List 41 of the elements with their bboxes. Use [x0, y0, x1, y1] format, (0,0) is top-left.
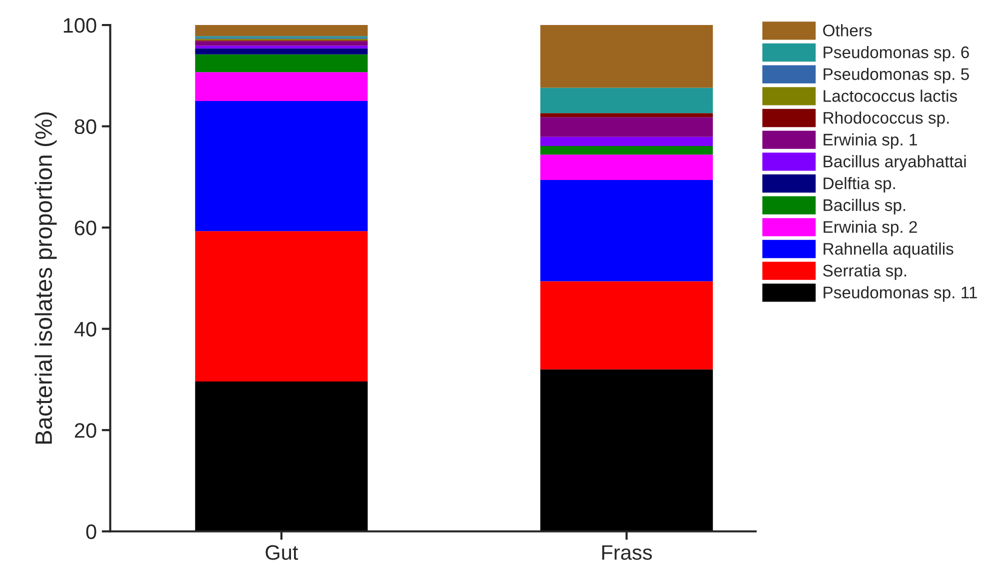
bar — [195, 41, 368, 46]
legend-label: Erwinia sp. 1 — [824, 133, 917, 149]
y-axis-title: Bacterial isolates proportion (%) — [34, 112, 57, 444]
y-tick-label: 100 — [64, 18, 96, 33]
x-tick-label: Frass — [602, 545, 652, 560]
legend-label: Bacillus aryabhattai — [824, 155, 966, 171]
bar — [195, 100, 368, 232]
legend-label: Lactococcus lactis — [824, 90, 957, 102]
legend-label: Rhodococcus sp. — [824, 111, 949, 128]
bar — [540, 180, 713, 282]
bar — [195, 231, 368, 382]
bar — [540, 113, 713, 118]
bar — [540, 281, 713, 370]
bar — [195, 48, 368, 54]
legend-label: Pseudomonas sp. 11 — [824, 286, 977, 302]
bar — [195, 381, 368, 532]
bar — [195, 46, 368, 48]
legend-label: Others — [823, 24, 872, 36]
legend-label: Erwinia sp. 2 — [824, 220, 917, 236]
bar — [540, 117, 713, 137]
y-tick-label: 60 — [74, 220, 96, 236]
bar — [540, 88, 713, 114]
bar — [195, 25, 368, 36]
x-tick-label: Gut — [266, 545, 298, 560]
bar — [540, 136, 713, 146]
bar — [540, 154, 713, 180]
legend-label: Rahnella aquatilis — [824, 242, 954, 258]
legend-label: Bacillus sp. — [824, 198, 906, 214]
y-tick-label: 20 — [74, 423, 96, 438]
bar — [195, 54, 368, 72]
bar — [540, 146, 713, 155]
legend-label: Serratia sp. — [823, 264, 906, 280]
legend-label: Pseudomonas sp. 5 — [824, 68, 969, 84]
y-tick-label: 0 — [86, 524, 96, 540]
bar — [540, 25, 713, 88]
y-tick-label: 40 — [74, 322, 96, 337]
y-tick-label: 80 — [74, 119, 96, 134]
legend-label: Delftia sp. — [824, 176, 895, 193]
bar — [195, 72, 368, 101]
legend-label: Pseudomonas sp. 6 — [824, 46, 969, 62]
bar — [540, 369, 713, 532]
